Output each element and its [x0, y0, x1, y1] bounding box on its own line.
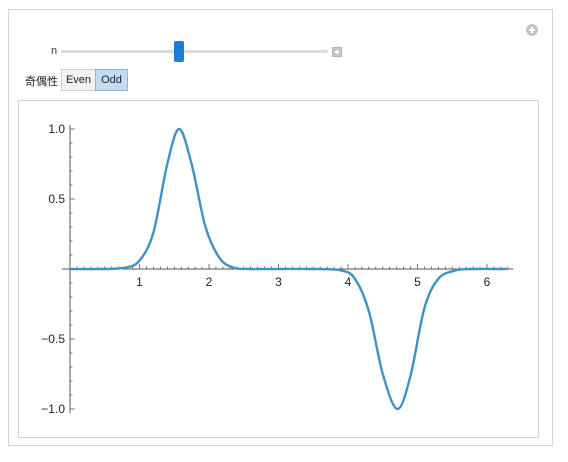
x-tick-label: 6 [484, 275, 491, 289]
n-slider-track[interactable] [61, 50, 328, 53]
parity-label: 奇偶性 [25, 75, 58, 88]
x-tick-label: 3 [275, 275, 282, 289]
x-tick-label: 4 [345, 275, 352, 289]
x-tick-label: 5 [414, 275, 421, 289]
add-icon[interactable] [526, 24, 538, 36]
y-tick-label: −0.5 [41, 332, 65, 346]
y-tick-label: −1.0 [41, 402, 65, 416]
y-tick-label: 1.0 [48, 122, 65, 136]
odd-button[interactable]: Odd [95, 69, 128, 91]
x-tick-label: 1 [136, 275, 143, 289]
slider-label-n: n [51, 45, 58, 57]
x-tick-label: 2 [206, 275, 213, 289]
slider-plus-icon[interactable] [332, 47, 342, 57]
n-slider-thumb[interactable] [174, 41, 184, 62]
y-tick-label: 0.5 [48, 192, 65, 206]
series-line [69, 127, 507, 411]
